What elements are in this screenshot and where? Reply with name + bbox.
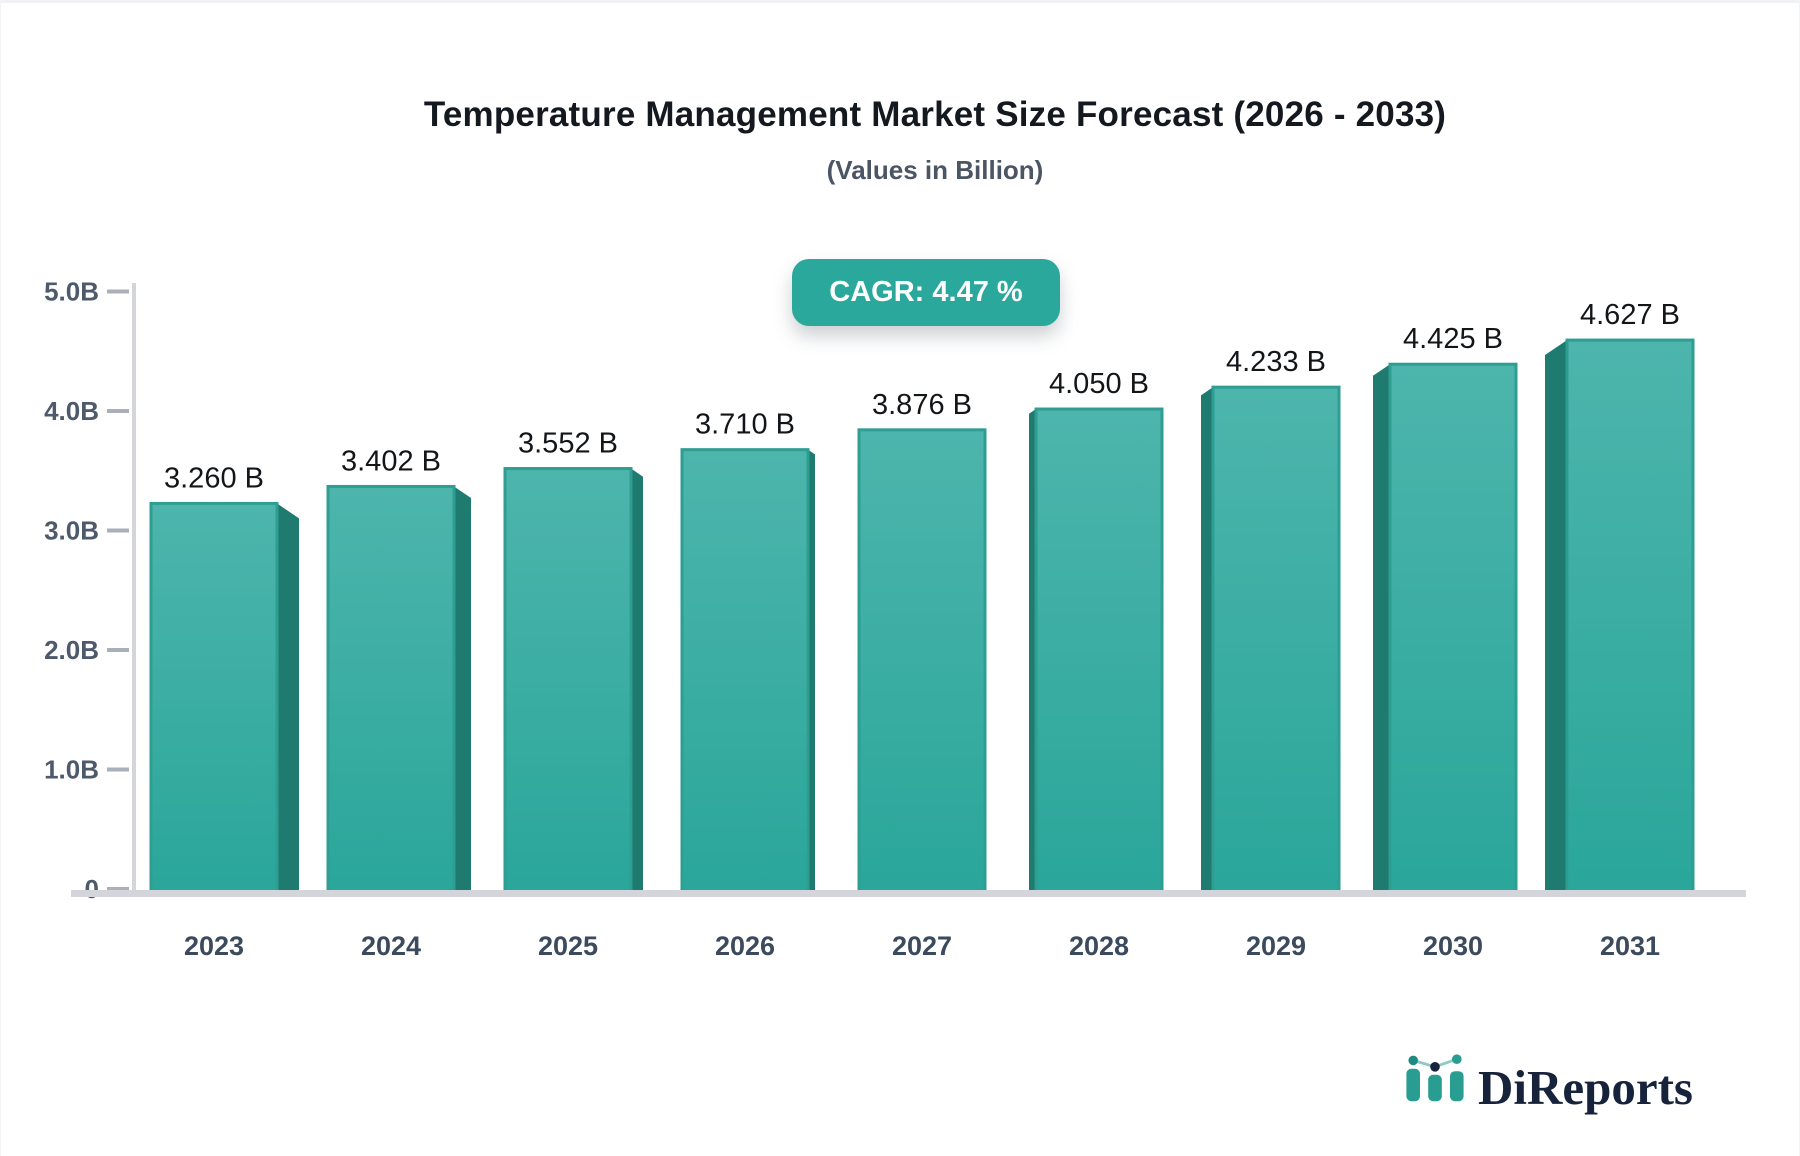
brand-logo: DiReports <box>1402 1050 1693 1112</box>
bar-value-label: 4.627 B <box>1580 299 1680 331</box>
page-title: Temperature Management Market Size Forec… <box>423 95 1447 134</box>
bar-2029 <box>1211 385 1341 895</box>
y-tick <box>107 528 129 533</box>
bar-2023 <box>149 501 279 895</box>
y-tick-label: 5.0B <box>44 277 99 307</box>
bar-2031 <box>1565 338 1695 895</box>
bar-value-label: 3.552 B <box>518 428 618 460</box>
bar-side-face <box>1029 409 1036 893</box>
bar-chart-logo-icon <box>1406 1054 1464 1102</box>
bar-2026 <box>680 448 810 895</box>
x-axis-label: 2031 <box>1600 931 1660 961</box>
y-tick <box>107 289 129 294</box>
bar-2024 <box>326 484 456 895</box>
bar-value-label: 4.425 B <box>1403 323 1503 355</box>
x-axis-label: 2028 <box>1069 931 1129 961</box>
bar-side-face <box>808 449 815 893</box>
bar-value-label: 3.710 B <box>695 409 795 441</box>
cagr-badge: CAGR: 4.47 % <box>792 259 1060 326</box>
bar-2027 <box>857 428 987 895</box>
bar-value-label: 4.050 B <box>1049 368 1149 400</box>
bar-value-label: 4.233 B <box>1226 346 1326 378</box>
brand-name: DiReports <box>1477 1060 1693 1115</box>
bar-value-label: 3.876 B <box>872 389 972 421</box>
bar-side-face <box>454 486 471 893</box>
bar-side-face <box>1373 364 1390 893</box>
x-axis-label: 2023 <box>184 931 244 961</box>
x-axis-label: 2026 <box>715 931 775 961</box>
bar-value-label: 3.402 B <box>341 445 441 477</box>
bar-2028 <box>1034 407 1164 895</box>
x-axis-label: 2027 <box>892 931 952 961</box>
y-tick <box>107 409 129 413</box>
x-axis-label: 2024 <box>361 931 421 961</box>
bar-side-face <box>631 468 643 893</box>
y-tick <box>107 887 129 891</box>
bar-side-face <box>1545 340 1567 893</box>
y-tick-label: 3.0B <box>44 516 99 546</box>
y-tick-label: 1.0B <box>44 755 99 785</box>
bar-side-face <box>277 503 299 893</box>
y-tick <box>107 648 129 652</box>
x-axis-label: 2030 <box>1423 931 1483 961</box>
y-tick-label: 2.0B <box>44 635 99 665</box>
y-tick-label: 4.0B <box>44 396 99 426</box>
bar-side-face <box>1201 387 1213 893</box>
x-axis-line <box>71 890 1746 897</box>
bar-chart: 0 1.0B 2.0B 3.0B 4.0B 5.0B 3.260 B 2023 3.402 B 2… <box>44 277 1746 961</box>
x-axis-label: 2029 <box>1246 931 1306 961</box>
chart-header: Temperature Management Market Size Forec… <box>71 95 1799 186</box>
x-axis-label: 2025 <box>538 931 598 961</box>
y-tick-label: 0 <box>85 874 99 904</box>
y-axis-line <box>132 283 136 897</box>
y-tick <box>107 767 129 772</box>
bar-value-label: 3.260 B <box>164 462 264 494</box>
bar-2025 <box>503 467 633 895</box>
page-subtitle: (Values in Billion) <box>826 155 1044 185</box>
bar-2030 <box>1388 362 1518 895</box>
